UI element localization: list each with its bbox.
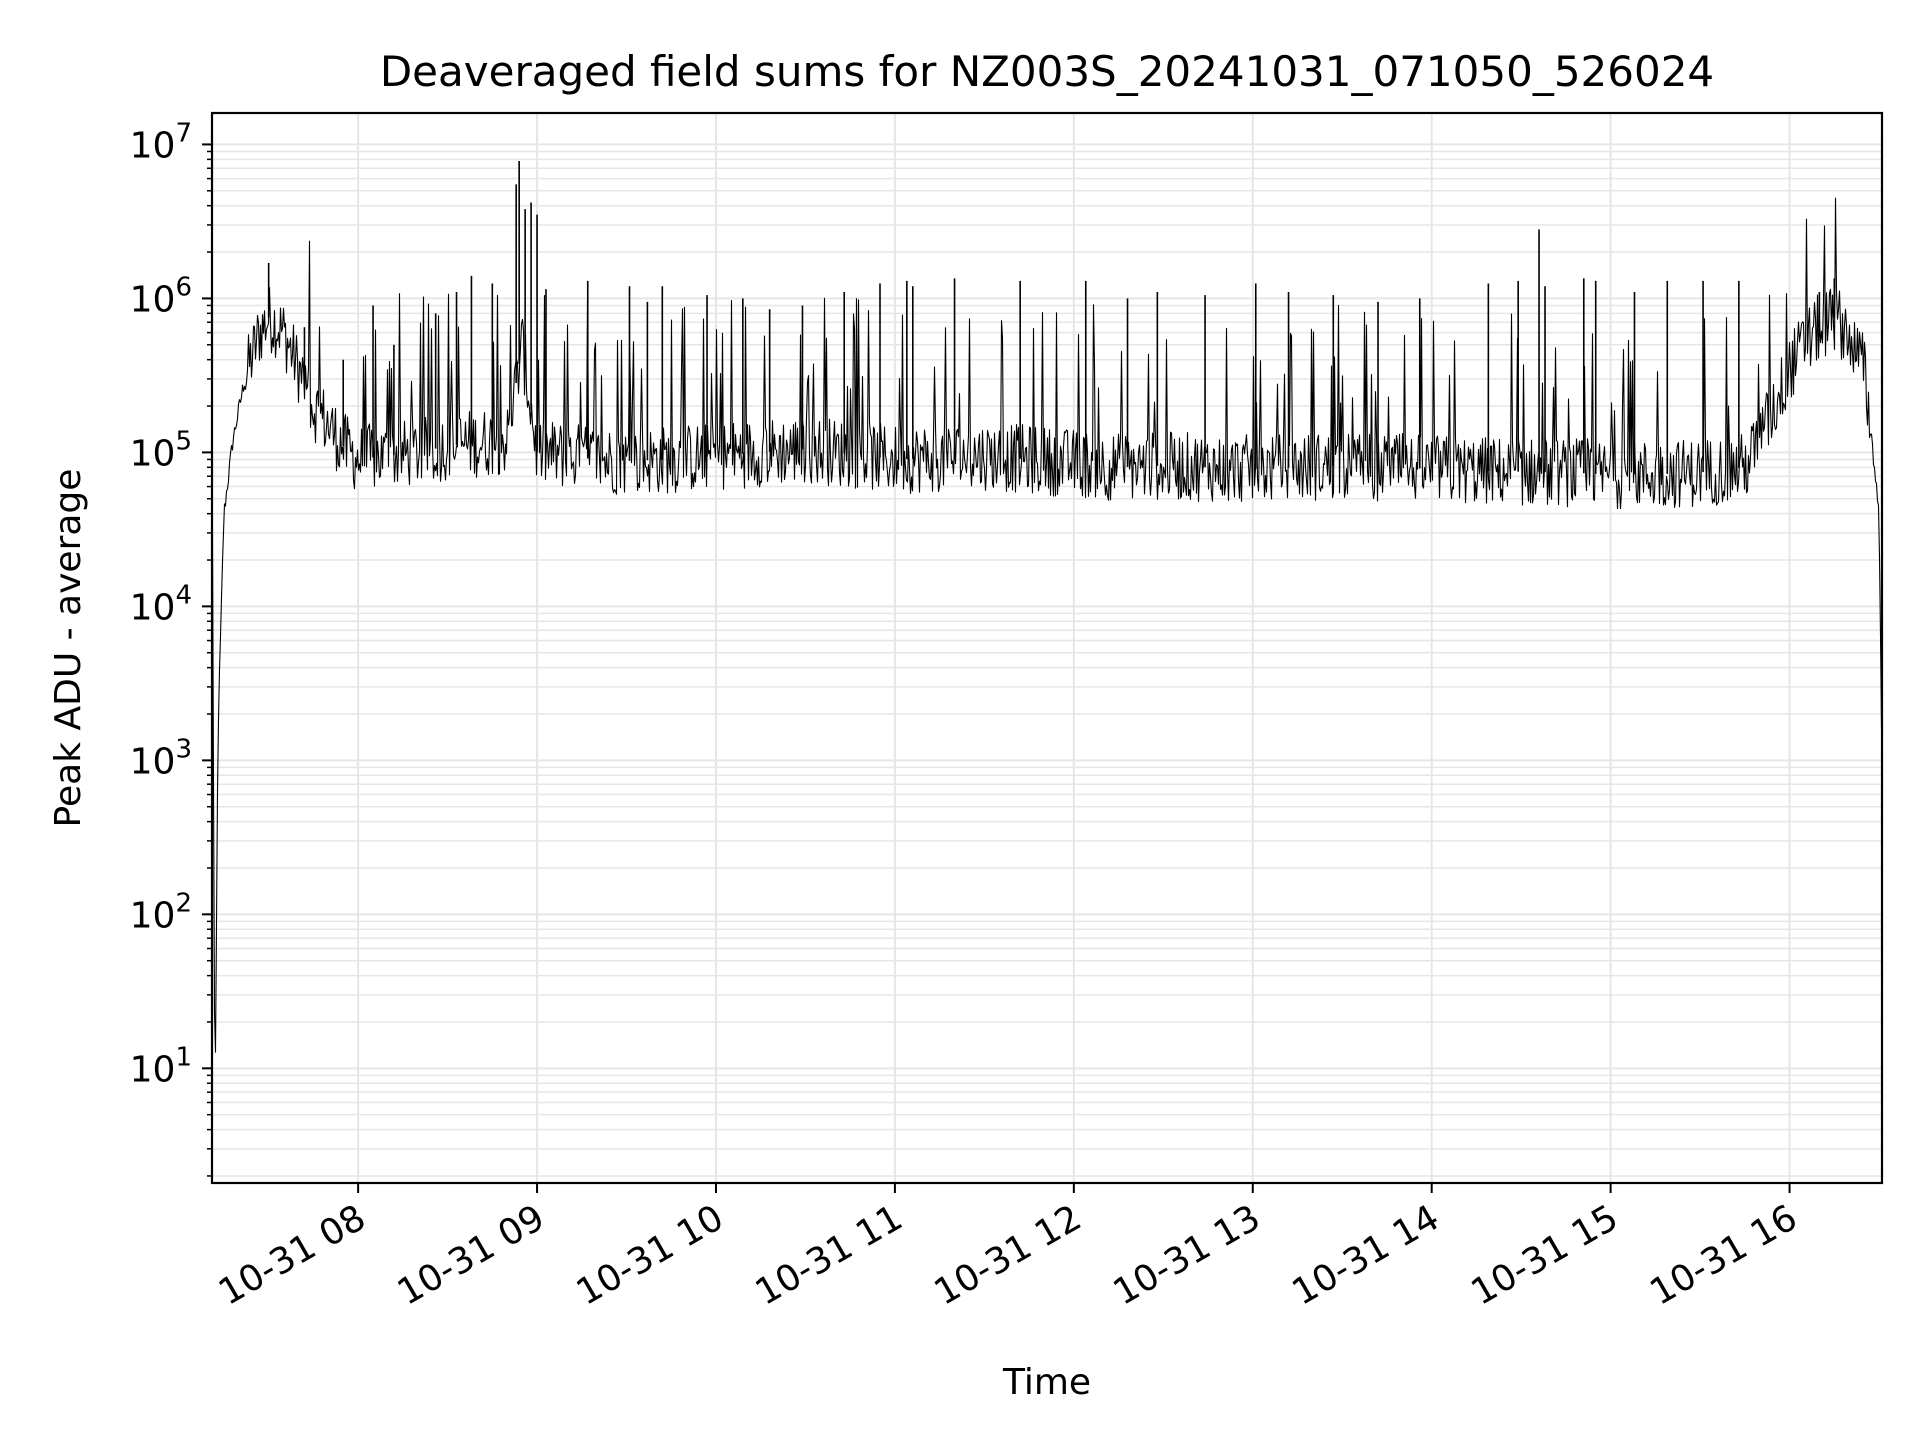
- y-tick-label-exponent: 5: [175, 426, 192, 456]
- y-tick-label: 106: [130, 272, 192, 320]
- y-tick-label-base: 10: [130, 895, 176, 936]
- y-tick-label-exponent: 2: [175, 888, 192, 918]
- y-tick-label: 103: [130, 734, 192, 782]
- chart-title: Deaveraged field sums for NZ003S_2024103…: [380, 47, 1714, 96]
- y-tick-label-base: 10: [130, 587, 176, 628]
- y-tick-label-exponent: 4: [175, 580, 192, 610]
- y-tick-label-exponent: 3: [175, 734, 192, 764]
- series-line: [211, 197, 1883, 1053]
- y-tick-label: 105: [130, 426, 192, 474]
- y-tick-label: 101: [130, 1042, 192, 1090]
- y-tick-label-base: 10: [130, 741, 176, 782]
- y-tick-label-exponent: 1: [175, 1042, 192, 1072]
- y-tick-label-exponent: 7: [175, 118, 192, 148]
- y-tick-label-base: 10: [130, 125, 176, 166]
- y-tick-label: 107: [130, 118, 192, 166]
- plot-frame: [210, 111, 1884, 1185]
- y-tick-label-exponent: 6: [175, 272, 192, 302]
- y-tick-label: 104: [130, 580, 192, 628]
- series-layer: [211, 161, 1883, 1053]
- y-tick-label-base: 10: [130, 433, 176, 474]
- y-tick-label-base: 10: [130, 279, 176, 320]
- y-tick-label: 102: [130, 888, 192, 936]
- y-axis-label: Peak ADU - average: [48, 469, 89, 828]
- y-tick-label-base: 10: [130, 1049, 176, 1090]
- x-axis-label: Time: [1002, 1362, 1091, 1403]
